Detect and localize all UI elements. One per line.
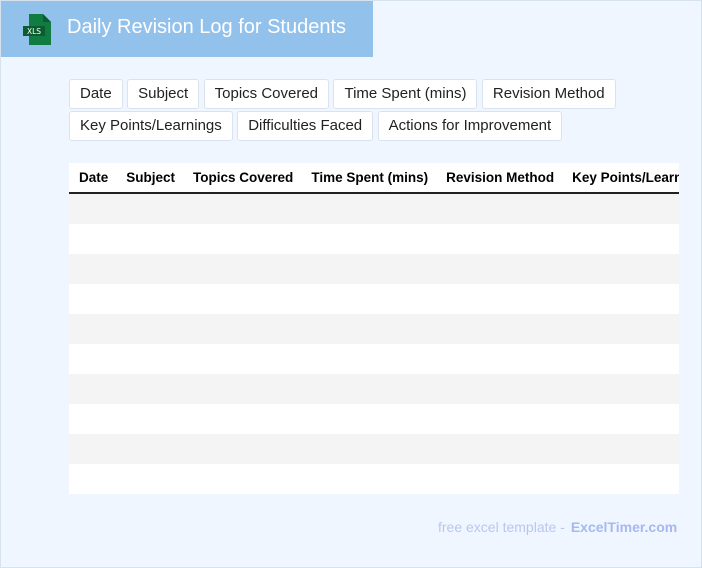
chip-time[interactable]: Time Spent (mins) <box>333 79 478 109</box>
chip-date[interactable]: Date <box>69 79 123 109</box>
table-header: Date Subject Topics Covered Time Spent (… <box>69 163 679 194</box>
svg-text:XLS: XLS <box>27 27 41 36</box>
table-row[interactable] <box>69 464 679 494</box>
footer-text: free excel template - <box>438 519 565 535</box>
col-key-points: Key Points/Learnings <box>572 170 679 185</box>
table-row[interactable] <box>69 314 679 344</box>
column-chips: Date Subject Topics Covered Time Spent (… <box>69 79 629 143</box>
chip-difficulties[interactable]: Difficulties Faced <box>237 111 374 141</box>
table-row[interactable] <box>69 284 679 314</box>
revision-table: Date Subject Topics Covered Time Spent (… <box>69 163 679 494</box>
footer-brand-link[interactable]: ExcelTimer.com <box>570 519 678 535</box>
col-method: Revision Method <box>446 170 555 185</box>
title-banner: XLS Daily Revision Log for Students <box>1 1 373 57</box>
table-row[interactable] <box>69 374 679 404</box>
table-row[interactable] <box>69 404 679 434</box>
table-row[interactable] <box>69 224 679 254</box>
xls-file-icon: XLS <box>23 14 51 45</box>
table-row[interactable] <box>69 344 679 374</box>
col-topics: Topics Covered <box>193 170 294 185</box>
chip-actions[interactable]: Actions for Improvement <box>377 111 563 141</box>
table-row[interactable] <box>69 254 679 284</box>
chip-subject[interactable]: Subject <box>127 79 200 109</box>
col-time: Time Spent (mins) <box>311 170 429 185</box>
table-row[interactable] <box>69 194 679 224</box>
chip-key-points[interactable]: Key Points/Learnings <box>69 111 233 141</box>
table-row[interactable] <box>69 434 679 464</box>
col-date: Date <box>79 170 109 185</box>
footer: free excel template - ExcelTimer.com <box>438 519 677 535</box>
col-subject: Subject <box>126 170 176 185</box>
chip-topics[interactable]: Topics Covered <box>203 79 330 109</box>
chip-method[interactable]: Revision Method <box>481 79 616 109</box>
page-title: Daily Revision Log for Students <box>67 16 347 38</box>
